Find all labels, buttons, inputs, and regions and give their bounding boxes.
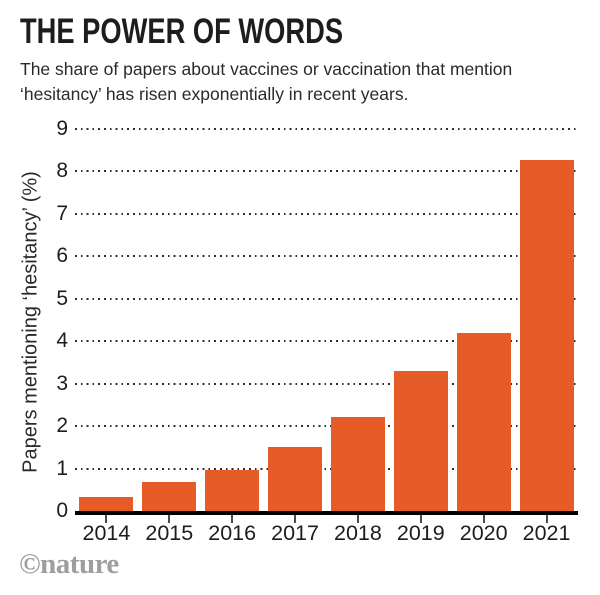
x-tick-label-2016: 2016 (208, 521, 257, 545)
x-tick-2018 (356, 515, 359, 523)
gridline-8 (75, 170, 578, 173)
bar-2019 (393, 370, 448, 511)
bar-2018 (330, 417, 385, 511)
nature-logo: ©nature (19, 548, 119, 580)
x-tick-label-2021: 2021 (522, 521, 571, 545)
gridline-1 (75, 467, 578, 470)
bar-2015 (142, 482, 197, 511)
bar-2017 (268, 446, 323, 511)
x-tick-2021 (545, 515, 548, 523)
gridline-2 (75, 425, 578, 428)
x-tick-2014 (105, 515, 108, 523)
gridline-9 (75, 128, 578, 130)
x-tick-label-2019: 2019 (396, 521, 445, 545)
y-tick-label-2: 2 (56, 414, 68, 438)
x-tick-2019 (419, 515, 422, 523)
x-tick-2015 (168, 515, 171, 523)
plot-area (75, 128, 578, 511)
x-tick-2020 (482, 515, 485, 523)
y-tick-label-0: 0 (56, 499, 68, 522)
x-tick-2016 (231, 515, 234, 523)
y-tick-label-4: 4 (56, 329, 68, 353)
x-axis-ticks (75, 515, 578, 523)
gridline-5 (75, 297, 578, 300)
x-tick-label-2017: 2017 (271, 521, 319, 545)
y-tick-label-9: 9 (56, 117, 68, 140)
y-tick-label-6: 6 (56, 244, 68, 268)
x-tick-label-2014: 2014 (82, 521, 131, 545)
bar-2014 (79, 497, 134, 511)
y-tick-label-8: 8 (56, 159, 68, 183)
y-tick-label-5: 5 (56, 286, 68, 310)
x-tick-label-2018: 2018 (334, 521, 382, 545)
x-tick-label-2020: 2020 (459, 521, 508, 545)
gridline-4 (75, 340, 578, 343)
y-tick-label-1: 1 (56, 456, 68, 480)
x-axis-line (75, 511, 578, 515)
chart-title: THE POWER OF WORDS (20, 12, 344, 51)
bar-2020 (456, 333, 511, 511)
y-axis-labels: 0 1 2 3 4 5 6 7 8 9 (0, 117, 68, 522)
x-tick-label-2015: 2015 (145, 521, 194, 545)
bar-2021 (519, 159, 574, 511)
gridline-7 (75, 212, 578, 215)
gridline-3 (75, 382, 578, 385)
gridline-6 (75, 255, 578, 258)
x-tick-2017 (294, 515, 297, 523)
y-tick-label-7: 7 (56, 201, 68, 225)
chart-subtitle: The share of papers about vaccines or va… (20, 59, 513, 104)
bar-2016 (205, 469, 260, 511)
y-tick-label-3: 3 (56, 371, 68, 395)
x-axis-labels: 2014 2015 2016 2017 2018 2019 2020 2021 (75, 521, 578, 547)
